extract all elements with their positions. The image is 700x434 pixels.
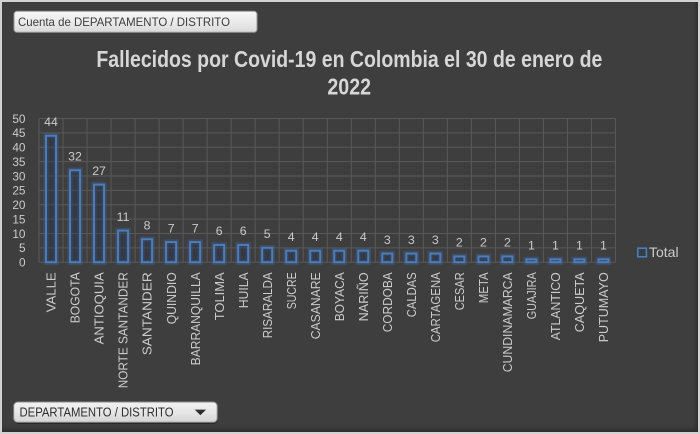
svg-text:ATLANTICO: ATLANTICO: [548, 272, 563, 340]
svg-text:30: 30: [12, 169, 26, 183]
svg-text:Fallecidos por Covid-19 en Col: Fallecidos por Covid-19 en Colombia el 3…: [96, 46, 602, 72]
svg-text:TOLIMA: TOLIMA: [212, 272, 227, 320]
svg-text:2: 2: [480, 236, 487, 250]
svg-text:BOGOTA: BOGOTA: [68, 272, 83, 323]
svg-text:4: 4: [360, 230, 367, 244]
svg-text:HUILA: HUILA: [236, 272, 251, 308]
svg-text:CALDAS: CALDAS: [404, 272, 419, 317]
svg-text:GUAJIRA: GUAJIRA: [524, 272, 539, 319]
svg-text:4: 4: [288, 230, 295, 244]
svg-text:ANTIOQUIA: ANTIOQUIA: [92, 272, 107, 344]
svg-text:45: 45: [12, 126, 26, 140]
svg-text:2022: 2022: [327, 73, 371, 99]
svg-text:5: 5: [19, 241, 26, 255]
svg-text:QUINDIO: QUINDIO: [164, 272, 179, 324]
svg-text:32: 32: [68, 149, 82, 163]
svg-text:0: 0: [19, 256, 26, 270]
svg-text:1: 1: [576, 239, 583, 253]
svg-text:RISARALDA: RISARALDA: [260, 272, 275, 338]
svg-text:2: 2: [456, 236, 463, 250]
svg-text:10: 10: [12, 227, 26, 241]
svg-text:CASANARE: CASANARE: [308, 272, 323, 339]
svg-text:8: 8: [144, 218, 151, 232]
svg-text:5: 5: [264, 227, 271, 241]
svg-text:3: 3: [384, 233, 391, 247]
svg-text:15: 15: [12, 212, 26, 226]
svg-text:NORTE SANTANDER: NORTE SANTANDER: [116, 272, 131, 388]
svg-text:27: 27: [92, 164, 106, 178]
svg-text:50: 50: [12, 112, 26, 126]
svg-text:4: 4: [336, 230, 343, 244]
svg-text:NARIÑO: NARIÑO: [356, 272, 371, 321]
svg-text:VALLE: VALLE: [44, 272, 59, 312]
svg-text:Total: Total: [649, 244, 679, 260]
svg-text:CAQUETA: CAQUETA: [572, 272, 587, 332]
svg-text:DEPARTAMENTO / DISTRITO: DEPARTAMENTO / DISTRITO: [20, 405, 174, 420]
svg-text:1: 1: [528, 239, 535, 253]
svg-text:3: 3: [408, 233, 415, 247]
svg-text:BOYACA: BOYACA: [332, 272, 347, 321]
svg-text:Cuenta de DEPARTAMENTO / DISTR: Cuenta de DEPARTAMENTO / DISTRITO: [18, 16, 230, 29]
svg-text:1: 1: [600, 239, 607, 253]
svg-text:2: 2: [504, 236, 511, 250]
svg-text:META: META: [476, 272, 491, 303]
svg-text:CESAR: CESAR: [452, 272, 467, 310]
svg-text:1: 1: [552, 239, 559, 253]
svg-text:6: 6: [216, 224, 223, 238]
svg-text:PUTUMAYO: PUTUMAYO: [596, 272, 611, 342]
svg-text:25: 25: [12, 184, 26, 198]
svg-text:SANTANDER: SANTANDER: [140, 272, 155, 355]
svg-text:11: 11: [117, 210, 130, 224]
svg-text:4: 4: [312, 230, 319, 244]
svg-text:CORDOBA: CORDOBA: [380, 272, 395, 332]
svg-text:CUNDINAMARCA: CUNDINAMARCA: [500, 272, 515, 372]
svg-text:6: 6: [240, 224, 247, 238]
svg-text:20: 20: [12, 198, 26, 212]
svg-text:BARRANQUILLA: BARRANQUILLA: [188, 272, 203, 365]
svg-text:7: 7: [168, 221, 175, 235]
svg-text:SUCRE: SUCRE: [284, 272, 299, 309]
svg-text:35: 35: [12, 155, 26, 169]
svg-text:44: 44: [44, 115, 58, 129]
svg-text:40: 40: [12, 141, 26, 155]
svg-text:CARTAGENA: CARTAGENA: [428, 272, 443, 342]
svg-text:7: 7: [192, 221, 199, 235]
svg-text:3: 3: [432, 233, 439, 247]
